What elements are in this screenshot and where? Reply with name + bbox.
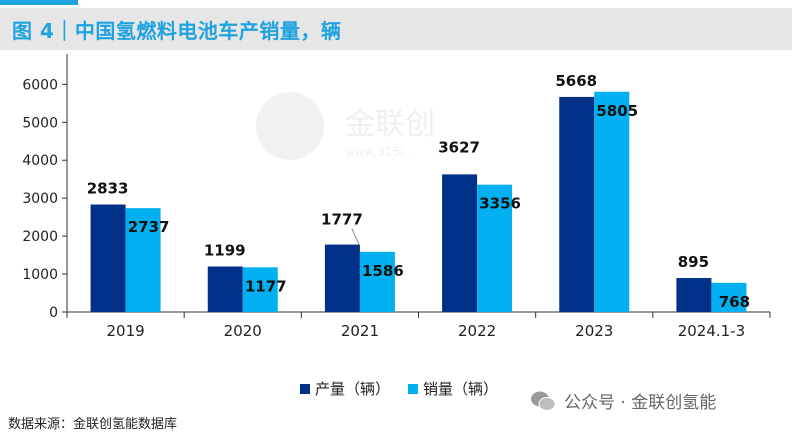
data-label-sales: 5805 bbox=[596, 102, 638, 120]
x-tick-label: 2022 bbox=[458, 322, 496, 340]
data-label-sales: 1586 bbox=[362, 262, 404, 280]
data-label-sales: 1177 bbox=[245, 277, 287, 295]
y-tick-label: 1000 bbox=[22, 267, 58, 283]
title-bar: 图 4｜中国氢燃料电池车产销量，辆 bbox=[0, 8, 792, 50]
data-label-production: 1199 bbox=[204, 242, 246, 260]
data-label-production: 2833 bbox=[87, 180, 129, 198]
bar-sales bbox=[359, 251, 395, 312]
bar-sales bbox=[477, 184, 513, 312]
x-tick-label: 2021 bbox=[341, 322, 379, 340]
data-label-production: 3627 bbox=[438, 138, 480, 156]
data-label-production: 895 bbox=[678, 253, 709, 271]
y-tick-label: 2000 bbox=[22, 229, 58, 245]
y-tick-label: 4000 bbox=[22, 153, 58, 169]
chart-bars bbox=[90, 91, 747, 312]
watermark-logo: 金联创 www.315i... bbox=[256, 92, 435, 160]
legend-label-sales: 销量（辆） bbox=[423, 380, 499, 398]
bar-chart: 金联创 www.315i... 0 1000 2000 3000 4000 5000 600… bbox=[22, 54, 771, 340]
legend-label-production: 产量（辆） bbox=[315, 380, 391, 398]
y-tick-label: 0 bbox=[49, 305, 58, 321]
bar-sales bbox=[711, 282, 747, 312]
chart-legend: 产量（辆） 销量（辆） bbox=[300, 378, 516, 399]
chart-title: 图 4｜中国氢燃料电池车产销量，辆 bbox=[12, 18, 342, 43]
watermark-brand: 金联创 bbox=[345, 107, 435, 142]
bar-sales bbox=[242, 267, 278, 312]
legend-swatch-production bbox=[300, 383, 310, 394]
source-note: 数据来源：金联创氢能数据库 bbox=[8, 417, 178, 432]
y-tick-label: 6000 bbox=[22, 77, 58, 93]
x-tick-label: 2020 bbox=[224, 322, 262, 340]
chart-data-labels: 2833 2737 1199 1177 1777 1586 3627 3356 5668 5805… bbox=[87, 72, 750, 311]
title-accent-bar bbox=[0, 0, 78, 5]
bar-sales bbox=[125, 208, 161, 312]
legend-item-sales: 销量（辆） bbox=[408, 378, 498, 399]
x-tick-label: 2019 bbox=[106, 322, 144, 340]
chart-axes: 0 1000 2000 3000 4000 5000 6000 2019 2020 2021 202… bbox=[22, 54, 771, 340]
y-tick-label: 3000 bbox=[22, 191, 58, 207]
bar-production bbox=[559, 96, 595, 312]
legend-swatch-sales bbox=[408, 383, 419, 394]
data-label-production: 1777 bbox=[321, 211, 363, 229]
bar-production bbox=[90, 204, 126, 312]
wechat-icon bbox=[531, 391, 556, 411]
watermark-circle-icon bbox=[256, 92, 324, 160]
data-label-production: 5668 bbox=[555, 72, 597, 90]
bar-production bbox=[324, 244, 360, 312]
data-label-sales: 768 bbox=[719, 293, 750, 311]
data-label-sales: 3356 bbox=[479, 195, 521, 213]
bar-production bbox=[676, 278, 712, 312]
watermark-url: www.315i... bbox=[345, 145, 415, 159]
legend-item-production: 产量（辆） bbox=[300, 378, 390, 399]
wechat-caption: 公众号 · 金联创氢能 bbox=[530, 388, 716, 413]
bar-production bbox=[442, 174, 478, 312]
y-tick-label: 5000 bbox=[22, 115, 58, 131]
leader-line bbox=[351, 228, 360, 245]
bar-production bbox=[207, 266, 243, 312]
x-tick-label: 2024.1-3 bbox=[678, 322, 745, 340]
x-tick-label: 2023 bbox=[575, 322, 613, 340]
bar-sales bbox=[594, 91, 630, 312]
data-label-sales: 2737 bbox=[128, 218, 170, 236]
wechat-caption-text: 公众号 · 金联创氢能 bbox=[564, 393, 717, 413]
